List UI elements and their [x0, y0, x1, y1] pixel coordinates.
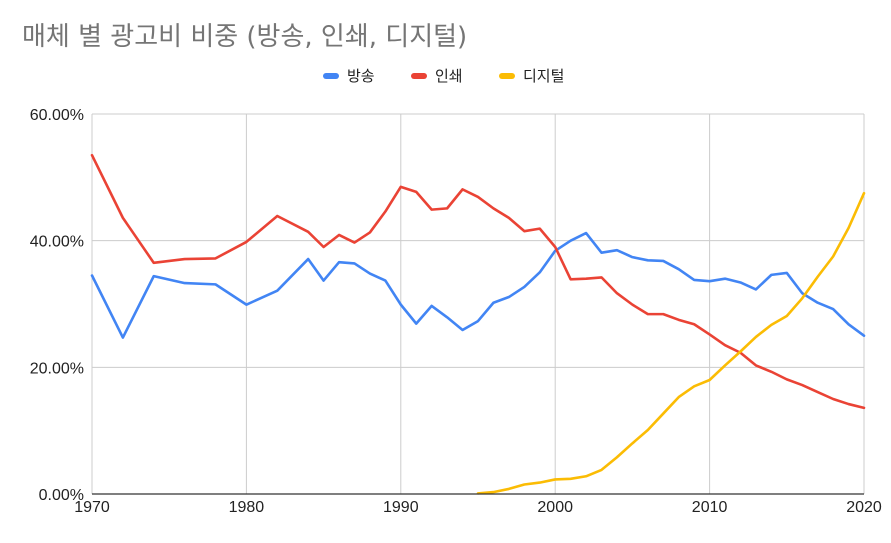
legend-item: 방송 — [323, 67, 375, 85]
series-line-인쇄 — [90, 153, 866, 410]
legend-label: 방송 — [347, 67, 375, 85]
legend-label: 인쇄 — [435, 67, 463, 85]
series-line-방송 — [90, 231, 866, 339]
y-tick-label: 20.00% — [30, 360, 84, 377]
legend: 방송 인쇄 디지털 — [323, 67, 564, 85]
series-line-디지털 — [476, 191, 866, 495]
x-tick-label: 1970 — [74, 499, 110, 516]
x-tick-label: 2000 — [537, 499, 573, 516]
y-tick-label: 40.00% — [30, 234, 84, 251]
legend-item: 인쇄 — [411, 67, 463, 85]
legend-swatch — [499, 73, 515, 79]
gridlines — [91, 113, 865, 494]
x-tick-label: 2010 — [692, 499, 728, 516]
x-tick-label: 1980 — [229, 499, 265, 516]
y-tick-label: 60.00% — [30, 107, 84, 124]
x-tick-label: 2020 — [846, 499, 882, 516]
legend-swatch — [411, 73, 427, 79]
tick-labels: 0.00% 20.00% 40.00% 60.00% 1970 1980 1990 2000 2… — [30, 107, 882, 516]
legend-label: 디지털 — [523, 67, 564, 85]
x-tick-label: 1990 — [383, 499, 419, 516]
series-lines — [90, 153, 866, 495]
chart-title: 매체 별 광고비 비중 (방송, 인쇄, 디지털) — [22, 22, 467, 52]
legend-item: 디지털 — [499, 67, 564, 85]
legend-swatch — [323, 73, 339, 79]
y-tick-label: 0.00% — [39, 487, 84, 504]
